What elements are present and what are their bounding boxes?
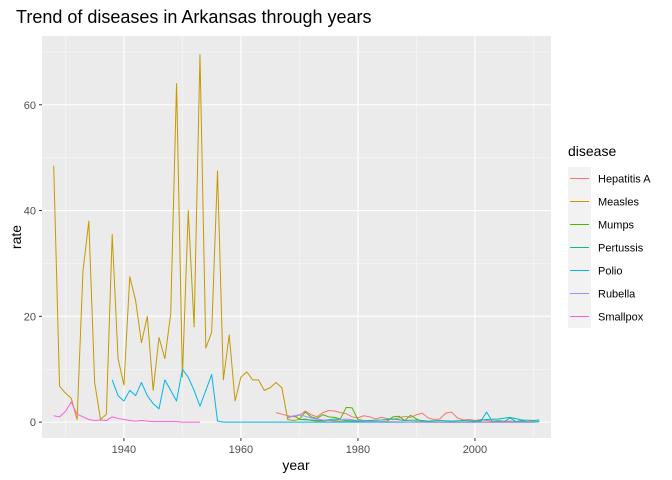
x-axis-title: year	[282, 457, 310, 473]
legend-item-hepatitis-a: Hepatitis A	[568, 167, 651, 190]
series-line-smallpox	[53, 401, 200, 423]
legend-label: Measles	[598, 197, 639, 209]
legend-label: Hepatitis A	[598, 174, 651, 186]
legend: disease Hepatitis A Measles Mumps Pertussis…	[568, 143, 651, 328]
legend-label: Pertussis	[598, 243, 644, 255]
series-line-polio	[111, 368, 540, 423]
y-tick-label: 0	[30, 417, 36, 429]
legend-label: Smallpox	[598, 312, 644, 324]
legend-label: Rubella	[598, 289, 636, 301]
x-tick-label: 1940	[112, 444, 136, 456]
legend-item-measles: Measles	[568, 190, 639, 213]
legend-label: Polio	[598, 266, 622, 278]
legend-item-polio: Polio	[568, 259, 622, 282]
legend-item-smallpox: Smallpox	[568, 305, 644, 328]
axis-ticks: 1940 1960 1980 2000 0 20 40 60	[24, 100, 487, 456]
legend-label: Mumps	[598, 220, 635, 232]
x-tick-label: 2000	[463, 444, 487, 456]
y-tick-label: 40	[24, 206, 36, 218]
series-line-hepatitis-a	[275, 409, 540, 423]
legend-item-mumps: Mumps	[568, 213, 635, 236]
series-line-rubella	[287, 414, 534, 423]
x-tick-label: 1980	[346, 444, 370, 456]
series-lines	[53, 54, 540, 423]
y-tick-label: 60	[24, 100, 36, 112]
x-tick-label: 1960	[229, 444, 253, 456]
minor-gridlines	[42, 36, 551, 438]
chart-title: Trend of diseases in Arkansas through ye…	[16, 7, 372, 27]
legend-item-rubella: Rubella	[568, 282, 636, 305]
legend-item-pertussis: Pertussis	[568, 236, 644, 259]
series-line-measles	[53, 54, 534, 423]
y-tick-label: 20	[24, 311, 36, 323]
y-axis-title: rate	[8, 225, 24, 249]
legend-title: disease	[568, 143, 616, 159]
plot-panel	[42, 36, 551, 438]
